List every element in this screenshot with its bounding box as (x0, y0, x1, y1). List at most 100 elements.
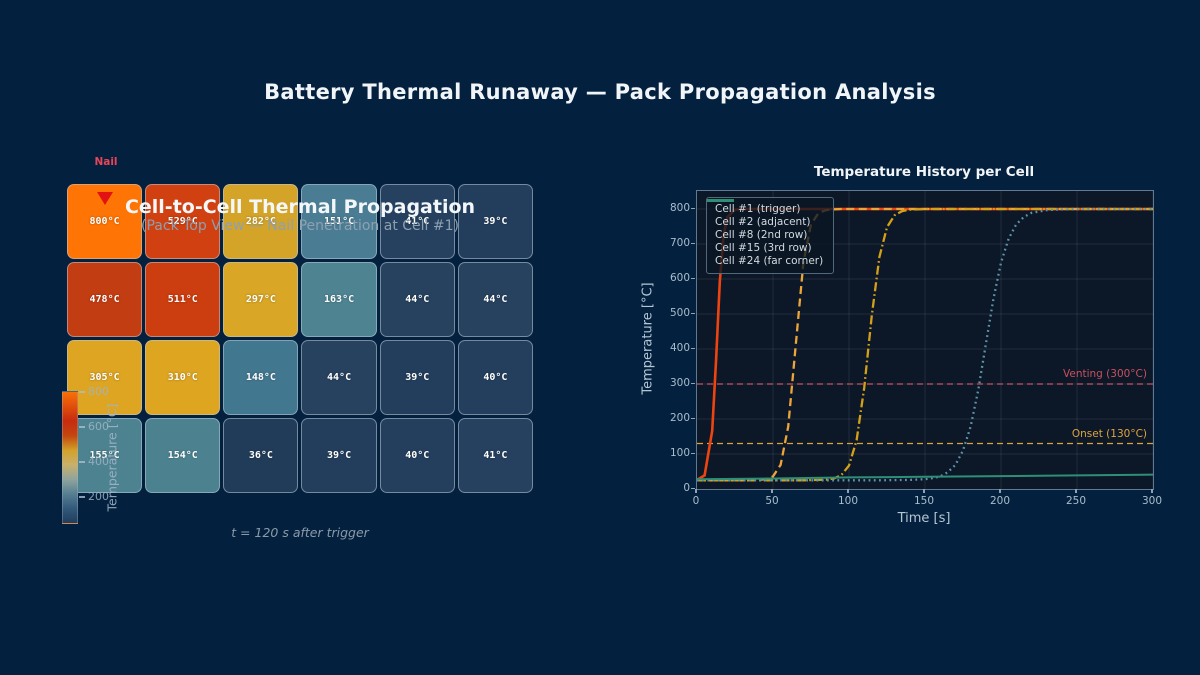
chart-legend: Cell #1 (trigger) Cell #2 (adjacent) Cell … (706, 197, 835, 274)
legend-swatch (707, 199, 734, 202)
x-tick-label: 150 (913, 495, 935, 507)
cell-temp-label: 297°C (245, 294, 276, 305)
series-line (697, 473, 1153, 481)
heatmap-cell: 163°C (301, 262, 377, 337)
chart-panel: Temperature History per Cell Temperature… (640, 160, 1180, 540)
figure-title: Battery Thermal Runaway — Pack Propagati… (264, 80, 936, 104)
chart-svg (697, 191, 1153, 489)
y-tick-label: 400 (669, 341, 690, 354)
heatmap-cell: 310°C (145, 340, 221, 415)
legend-label: Cell #24 (far corner) (715, 255, 824, 267)
heatmap-cell: 151°C (301, 184, 377, 259)
heatmap-cell: 529°C (145, 184, 221, 259)
colorbar-tick (79, 461, 85, 463)
x-axis-label: Time [s] (897, 511, 951, 526)
y-tick-mark (691, 242, 695, 244)
colorbar-gradient (62, 391, 78, 524)
y-tick-label: 200 (669, 411, 690, 424)
heatmap-cell: 511°C (145, 262, 221, 337)
heatmap-cell: 39°C (379, 340, 455, 415)
cell-temp-label: 148°C (245, 372, 276, 383)
x-tick-label: 250 (1065, 495, 1087, 507)
heatmap-cell: 148°C (223, 340, 299, 415)
colorbar-label: Temperature [°C] (104, 403, 120, 512)
cell-temp-label: 39°C (327, 450, 352, 461)
y-tick-mark (691, 347, 695, 349)
x-tick-label: 50 (765, 495, 779, 507)
y-tick-mark (691, 417, 695, 419)
cell-temp-label: 800°C (89, 216, 120, 227)
cell-temp-label: 36°C (248, 450, 273, 461)
legend-item: Cell #24 (far corner) (707, 199, 824, 267)
x-tick-label: 200 (989, 495, 1011, 507)
y-tick-label: 100 (669, 446, 690, 459)
y-tick-mark (691, 452, 695, 454)
legend-item: Cell #2 (adjacent) (707, 199, 823, 228)
nail-arrow-icon (97, 192, 113, 205)
colorbar-tick (79, 391, 85, 393)
y-tick-label: 500 (669, 306, 690, 319)
cell-temp-label: 39°C (483, 216, 508, 227)
cell-temp-label: 41°C (405, 216, 430, 227)
heatmap-cell: 41°C (379, 184, 455, 259)
x-tick-label: 300 (1141, 495, 1163, 507)
y-tick-label: 0 (683, 481, 690, 494)
cell-temp-label: 40°C (405, 450, 430, 461)
heatmap-cell: 39°C (301, 418, 377, 493)
y-tick-mark (691, 382, 695, 384)
heatmap-cell: 282°C (223, 184, 299, 259)
heatmap-cell: 40°C (379, 418, 455, 493)
heatmap-cell: 41°C (457, 418, 533, 493)
heatmap-cell: 478°C (67, 262, 143, 337)
cell-temp-label: 282°C (245, 216, 276, 227)
legend-label: Cell #8 (2nd row) (715, 229, 808, 241)
x-tick-mark (923, 489, 925, 493)
cell-temp-label: 305°C (89, 372, 120, 383)
legend-item: Cell #8 (2nd row) (707, 199, 823, 241)
colorbar-tick-label: 200 (88, 490, 109, 503)
cell-temp-label: 44°C (405, 294, 430, 305)
cell-temp-label: 40°C (483, 372, 508, 383)
y-tick-mark (691, 277, 695, 279)
legend-label: Cell #2 (adjacent) (715, 216, 811, 228)
cell-temp-label: 41°C (483, 450, 508, 461)
heatmap-grid: 800°C 529°C 282°C 151°C 41°C 39°C 478°C 511°C 29… (67, 184, 533, 493)
chart-title: Temperature History per Cell (813, 164, 1035, 180)
x-tick-mark (847, 489, 849, 493)
heatmap-cell: 154°C (145, 418, 221, 493)
x-tick-mark (771, 489, 773, 493)
y-tick-label: 300 (669, 376, 690, 389)
x-tick-mark (695, 489, 697, 493)
legend-label: Cell #15 (3rd row) (715, 242, 812, 254)
y-tick-label: 800 (669, 201, 690, 214)
x-tick-mark (1075, 489, 1077, 493)
annotation-venting: Venting (300°C) (1063, 368, 1147, 380)
heatmap-cell: 36°C (223, 418, 299, 493)
x-tick-mark (1151, 489, 1153, 493)
x-tick-mark (999, 489, 1001, 493)
nail-label: Nail (94, 156, 118, 168)
heatmap-cell: 44°C (301, 340, 377, 415)
x-tick-label: 100 (837, 495, 859, 507)
annotation-onset: Onset (130°C) (1071, 427, 1147, 440)
heatmap-cell: 44°C (379, 262, 455, 337)
colorbar-tick (79, 496, 85, 498)
legend-label: Cell #1 (trigger) (715, 203, 801, 215)
series-line (697, 207, 1153, 482)
cell-temp-label: 39°C (405, 372, 430, 383)
heatmap-cell: 39°C (457, 184, 533, 259)
cell-temp-label: 511°C (167, 294, 198, 305)
heatmap-cell: 297°C (223, 262, 299, 337)
cell-temp-label: 154°C (167, 450, 198, 461)
cell-temp-label: 478°C (89, 294, 120, 305)
cell-temp-label: 44°C (483, 294, 508, 305)
series-line (697, 207, 1153, 482)
y-tick-mark (691, 487, 695, 489)
colorbar-tick (79, 426, 85, 428)
cell-temp-label: 155°C (89, 450, 120, 461)
colorbar-tick-label: 800 (88, 385, 109, 398)
cell-temp-label: 44°C (327, 372, 352, 383)
x-tick-label: 0 (692, 495, 700, 507)
cell-temp-label: 151°C (324, 216, 355, 227)
